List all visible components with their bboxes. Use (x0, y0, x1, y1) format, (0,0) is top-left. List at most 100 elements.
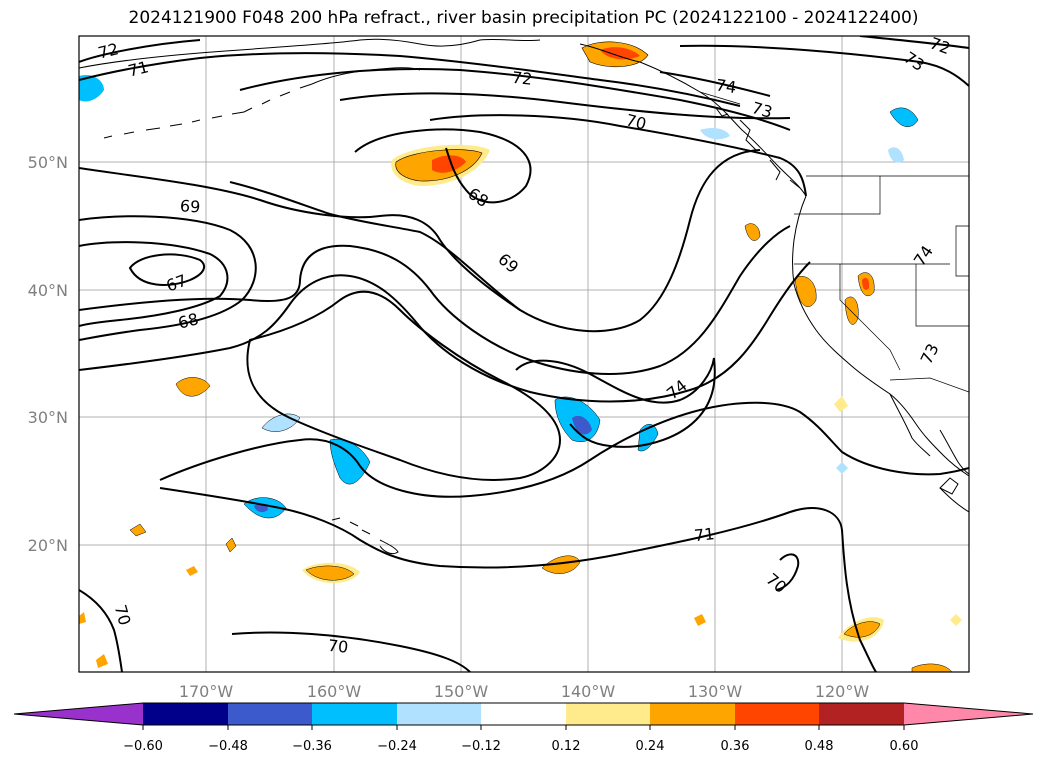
colorbar-segment (481, 703, 566, 725)
colorbar-tick-label: 0.60 (890, 739, 919, 754)
contour-68-west (79, 215, 257, 341)
shade-blue-3-core (572, 415, 592, 435)
shade-dot-9 (79, 612, 86, 624)
shade-bottom-right (911, 663, 953, 672)
colorbar-max-extension (904, 703, 1033, 725)
shade-hawaii-south-mid (305, 565, 355, 581)
coastline-aleutians (103, 83, 313, 139)
shade-hawaii-north-west (175, 377, 211, 397)
colorbar: −0.60 −0.48 −0.36 −0.24 −0.12 0.12 0.24 … (13, 702, 1034, 754)
shade-alaska-gulf-core (600, 47, 640, 60)
lon-label-160w: 160°W (307, 682, 362, 701)
contour-label: 73 (750, 98, 775, 122)
lat-label-20n: 20°N (28, 536, 68, 555)
contour-label: 71 (126, 57, 150, 80)
shade-south-mid (541, 555, 581, 574)
coastline-baja (889, 393, 969, 475)
colorbar-tick-label: −0.36 (292, 739, 332, 754)
shade-california-core (862, 277, 870, 290)
coastline-mexico-west (939, 487, 969, 513)
longitude-labels: 170°W 160°W 150°W 140°W 130°W 120°W (179, 682, 870, 701)
contour-70-southwest (79, 589, 123, 672)
colorbar-segment (819, 703, 904, 725)
contour-72-northeast (859, 36, 969, 49)
colorbar-segment (312, 703, 397, 725)
border-states-5 (955, 225, 969, 277)
coastlines (79, 38, 969, 555)
colorbar-min-extension (14, 703, 143, 725)
coastline-east-island (939, 477, 959, 495)
shade-dot-4 (694, 614, 706, 626)
colorbar-tick-label: −0.24 (377, 739, 417, 754)
shade-bc-coast-blue (700, 128, 730, 140)
shade-dot-5 (834, 396, 848, 412)
lon-label-140w: 140°W (561, 682, 616, 701)
shade-california-1 (794, 276, 817, 307)
colorbar-tick-label: −0.12 (461, 739, 501, 754)
borders (699, 91, 969, 393)
coastline-bc-islands (715, 107, 801, 189)
border-bc-alaska (699, 91, 741, 105)
contour-label: 72 (511, 68, 533, 89)
contour-label: 70 (624, 110, 648, 133)
shade-dot-1 (129, 523, 147, 537)
border-states-3 (839, 264, 901, 371)
shade-dot-3 (186, 566, 198, 576)
colorbar-ticks (142, 725, 905, 730)
coastline-us-west (792, 195, 969, 477)
colorbar-segment (566, 703, 650, 725)
contour-69-inner (229, 181, 521, 311)
border-states-1 (794, 176, 881, 215)
map-title: 2024121900 F048 200 hPa refract., river … (128, 8, 919, 28)
shade-west-edge-blue (79, 74, 104, 102)
colorbar-segment (735, 703, 819, 725)
colorbar-tick-label: 0.36 (721, 739, 750, 754)
contour-67 (128, 253, 206, 286)
lat-label-50n: 50°N (28, 153, 68, 172)
shade-ne-blue (889, 107, 919, 127)
contour-72-northwest (79, 39, 201, 63)
colorbar-tick-label: −0.60 (123, 739, 163, 754)
contour-70-west (79, 225, 791, 375)
contour-72-central (159, 401, 969, 498)
contour-73-central (246, 290, 562, 481)
contour-69-mid (79, 149, 761, 333)
contour-70-north (429, 114, 807, 197)
contour-71-south (159, 487, 877, 672)
map-background (79, 36, 969, 672)
gridlines (79, 36, 969, 672)
colorbar-segment (397, 703, 481, 725)
lon-label-170w: 170°W (179, 682, 234, 701)
lat-label-30n: 30°N (28, 408, 68, 427)
contour-70-small (775, 553, 800, 591)
contour-74-north (659, 71, 771, 97)
contour-label: 68 (176, 309, 200, 332)
shade-dot-7 (950, 614, 962, 626)
coastline-hawaii (331, 517, 399, 555)
lon-label-150w: 150°W (434, 682, 489, 701)
map-frame (78, 35, 970, 673)
colorbar-tick-label: 0.48 (805, 739, 834, 754)
colorbar-segment (143, 703, 228, 725)
contour-label: 72 (96, 39, 120, 62)
colorbar-segment (650, 703, 735, 725)
shade-dot-2 (225, 537, 237, 553)
coastline-alaska (79, 38, 541, 69)
latitude-labels: 50°N 40°N 30°N 20°N (28, 153, 68, 555)
lat-label-40n: 40°N (28, 281, 68, 300)
contour-label: 70 (327, 636, 349, 657)
shade-oregon (744, 223, 761, 241)
contour-72-main (239, 68, 791, 131)
contour-label: 71 (693, 524, 715, 545)
shade-ne-blue-2 (888, 147, 904, 163)
colorbar-tick-label: −0.48 (208, 739, 248, 754)
colorbar-tick-label: 0.24 (636, 739, 665, 754)
contour-label: 70 (111, 603, 135, 628)
contour-68-inner (79, 241, 229, 327)
shade-dot-6 (836, 462, 848, 474)
colorbar-segment (228, 703, 312, 725)
contour-73-north (339, 92, 791, 120)
border-us-mexico (889, 377, 969, 393)
